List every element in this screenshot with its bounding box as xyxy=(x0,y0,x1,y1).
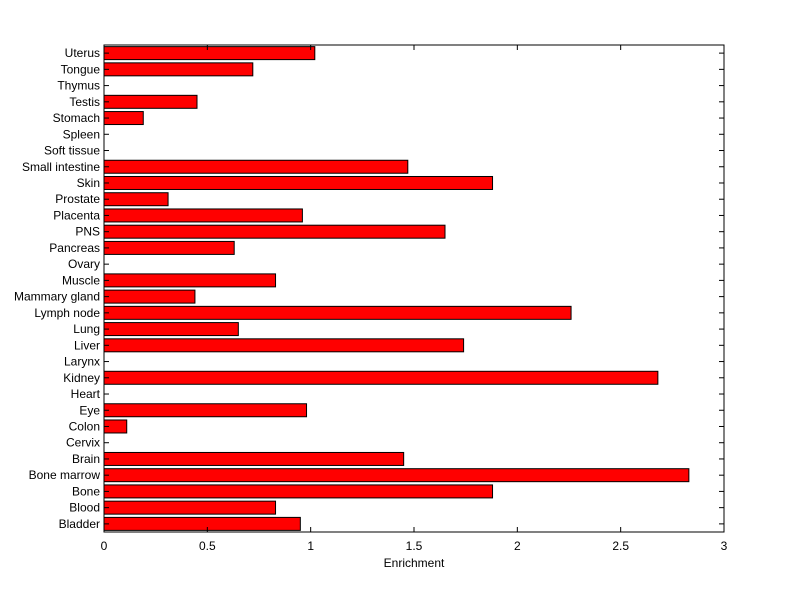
bar-kidney xyxy=(103,370,659,385)
y-tick-label-lymph-node: Lymph node xyxy=(34,306,100,320)
y-ticks-group: Bladder Blood Bone Bone marrow Brain Cervix Co… xyxy=(14,46,724,531)
y-tick-label-colon: Colon xyxy=(69,419,100,433)
y-tick-label-cervix: Cervix xyxy=(66,436,100,450)
y-tick-label-testis: Testis xyxy=(69,95,100,109)
x-tick-label-6: 3 xyxy=(721,539,728,553)
bar-bladder xyxy=(103,516,301,531)
bar-skin xyxy=(103,175,494,190)
x-tick-label-1: 0.5 xyxy=(199,539,216,553)
y-tick-label-uterus: Uterus xyxy=(65,46,100,60)
bar-mammary-gland xyxy=(103,289,196,304)
bar-lung xyxy=(103,322,239,337)
x-tick-label-3: 1.5 xyxy=(406,539,423,553)
y-tick-label-spleen: Spleen xyxy=(63,127,100,141)
y-tick-label-skin: Skin xyxy=(77,176,100,190)
y-tick-label-tongue: Tongue xyxy=(61,62,101,76)
bar-bone-marrow xyxy=(103,468,690,483)
bar-tongue xyxy=(103,62,254,77)
y-tick-label-bone-marrow: Bone marrow xyxy=(29,468,101,482)
plot-area xyxy=(103,44,725,533)
y-tick-label-ovary: Ovary xyxy=(68,257,100,271)
y-tick-label-lung: Lung xyxy=(73,322,100,336)
bars-group xyxy=(103,46,690,531)
y-tick-label-larynx: Larynx xyxy=(64,355,100,369)
y-tick-label-soft-tissue: Soft tissue xyxy=(44,144,100,158)
bar-prostate xyxy=(103,192,169,207)
bar-eye xyxy=(103,403,308,418)
y-tick-label-stomach: Stomach xyxy=(53,111,100,125)
y-tick-label-bone: Bone xyxy=(72,484,100,498)
y-tick-label-mammary-gland: Mammary gland xyxy=(14,290,100,304)
bar-bone xyxy=(103,484,494,499)
bar-lymph-node xyxy=(103,305,572,320)
y-tick-label-prostate: Prostate xyxy=(55,192,100,206)
y-tick-label-bladder: Bladder xyxy=(59,517,100,531)
y-tick-label-liver: Liver xyxy=(74,338,100,352)
x-tick-label-5: 2.5 xyxy=(612,539,629,553)
bar-pns xyxy=(103,224,446,239)
x-tick-label-0: 0 xyxy=(101,539,108,553)
bar-muscle xyxy=(103,273,277,288)
x-axis-label: Enrichment xyxy=(384,556,445,570)
bar-pancreas xyxy=(103,240,235,255)
y-tick-label-blood: Blood xyxy=(69,501,100,515)
bar-testis xyxy=(103,94,198,109)
x-tick-label-2: 1 xyxy=(307,539,314,553)
y-tick-label-kidney: Kidney xyxy=(63,371,100,385)
y-tick-label-brain: Brain xyxy=(72,452,100,466)
bar-blood xyxy=(103,500,277,515)
bar-liver xyxy=(103,338,465,353)
bar-placenta xyxy=(103,208,303,223)
y-tick-label-muscle: Muscle xyxy=(62,273,100,287)
bar-stomach xyxy=(103,111,144,126)
y-tick-label-eye: Eye xyxy=(79,403,100,417)
x-tick-label-4: 2 xyxy=(514,539,521,553)
y-tick-label-pns: PNS xyxy=(75,225,100,239)
y-tick-label-thymus: Thymus xyxy=(57,79,100,93)
y-tick-label-placenta: Placenta xyxy=(53,208,100,222)
x-ticks-group: 0 0.5 1 1.5 2 2.5 3 xyxy=(101,45,728,553)
bar-small-intestine xyxy=(103,159,409,174)
bar-brain xyxy=(103,451,405,466)
y-tick-label-pancreas: Pancreas xyxy=(49,241,100,255)
bar-uterus xyxy=(103,46,316,61)
y-tick-label-heart: Heart xyxy=(71,387,101,401)
y-tick-label-small-intestine: Small intestine xyxy=(22,160,100,174)
